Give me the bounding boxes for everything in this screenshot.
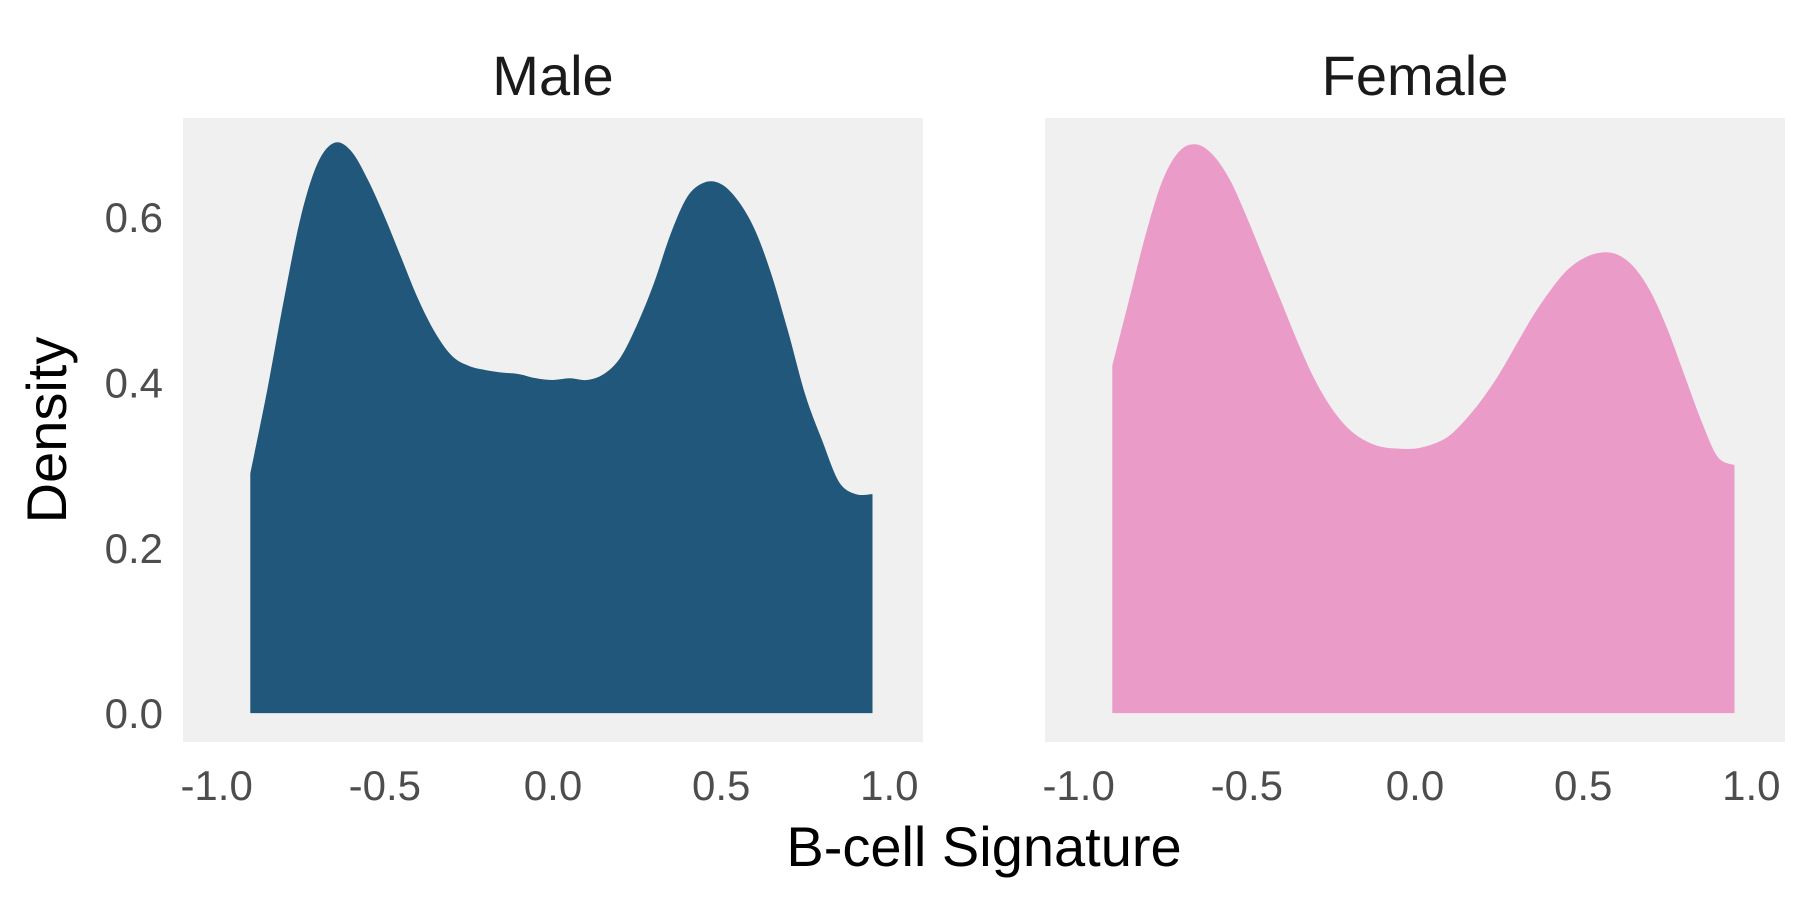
x-axis-title: B-cell Signature bbox=[786, 815, 1181, 878]
density-area-male bbox=[250, 142, 873, 714]
facet-panel-female: Female -1.0 -0.5 0.0 0.5 1.0 bbox=[1042, 44, 1785, 809]
x-tick-label: 0.0 bbox=[1386, 762, 1444, 809]
x-tick-label: -0.5 bbox=[1211, 762, 1283, 809]
facet-panel-male: Male -1.0 -0.5 0.0 0.5 1.0 0.0 0.2 0.4 0.6 bbox=[105, 44, 923, 809]
y-tick-label: 0.4 bbox=[105, 359, 163, 406]
x-tick-label: -0.5 bbox=[349, 762, 421, 809]
y-tick-label: 0.0 bbox=[105, 690, 163, 737]
x-tick-label: 1.0 bbox=[860, 762, 918, 809]
y-axis-title: Density bbox=[15, 337, 78, 524]
y-tick-label: 0.6 bbox=[105, 194, 163, 241]
density-area-female bbox=[1112, 144, 1735, 714]
x-tick-label: -1.0 bbox=[1042, 762, 1114, 809]
x-tick-label: 0.5 bbox=[692, 762, 750, 809]
x-tick-label: -1.0 bbox=[180, 762, 252, 809]
facet-title: Female bbox=[1322, 44, 1509, 107]
y-tick-label: 0.2 bbox=[105, 525, 163, 572]
x-tick-label: 0.5 bbox=[1554, 762, 1612, 809]
facet-title: Male bbox=[492, 44, 613, 107]
x-tick-label: 0.0 bbox=[524, 762, 582, 809]
x-tick-label: 1.0 bbox=[1722, 762, 1780, 809]
